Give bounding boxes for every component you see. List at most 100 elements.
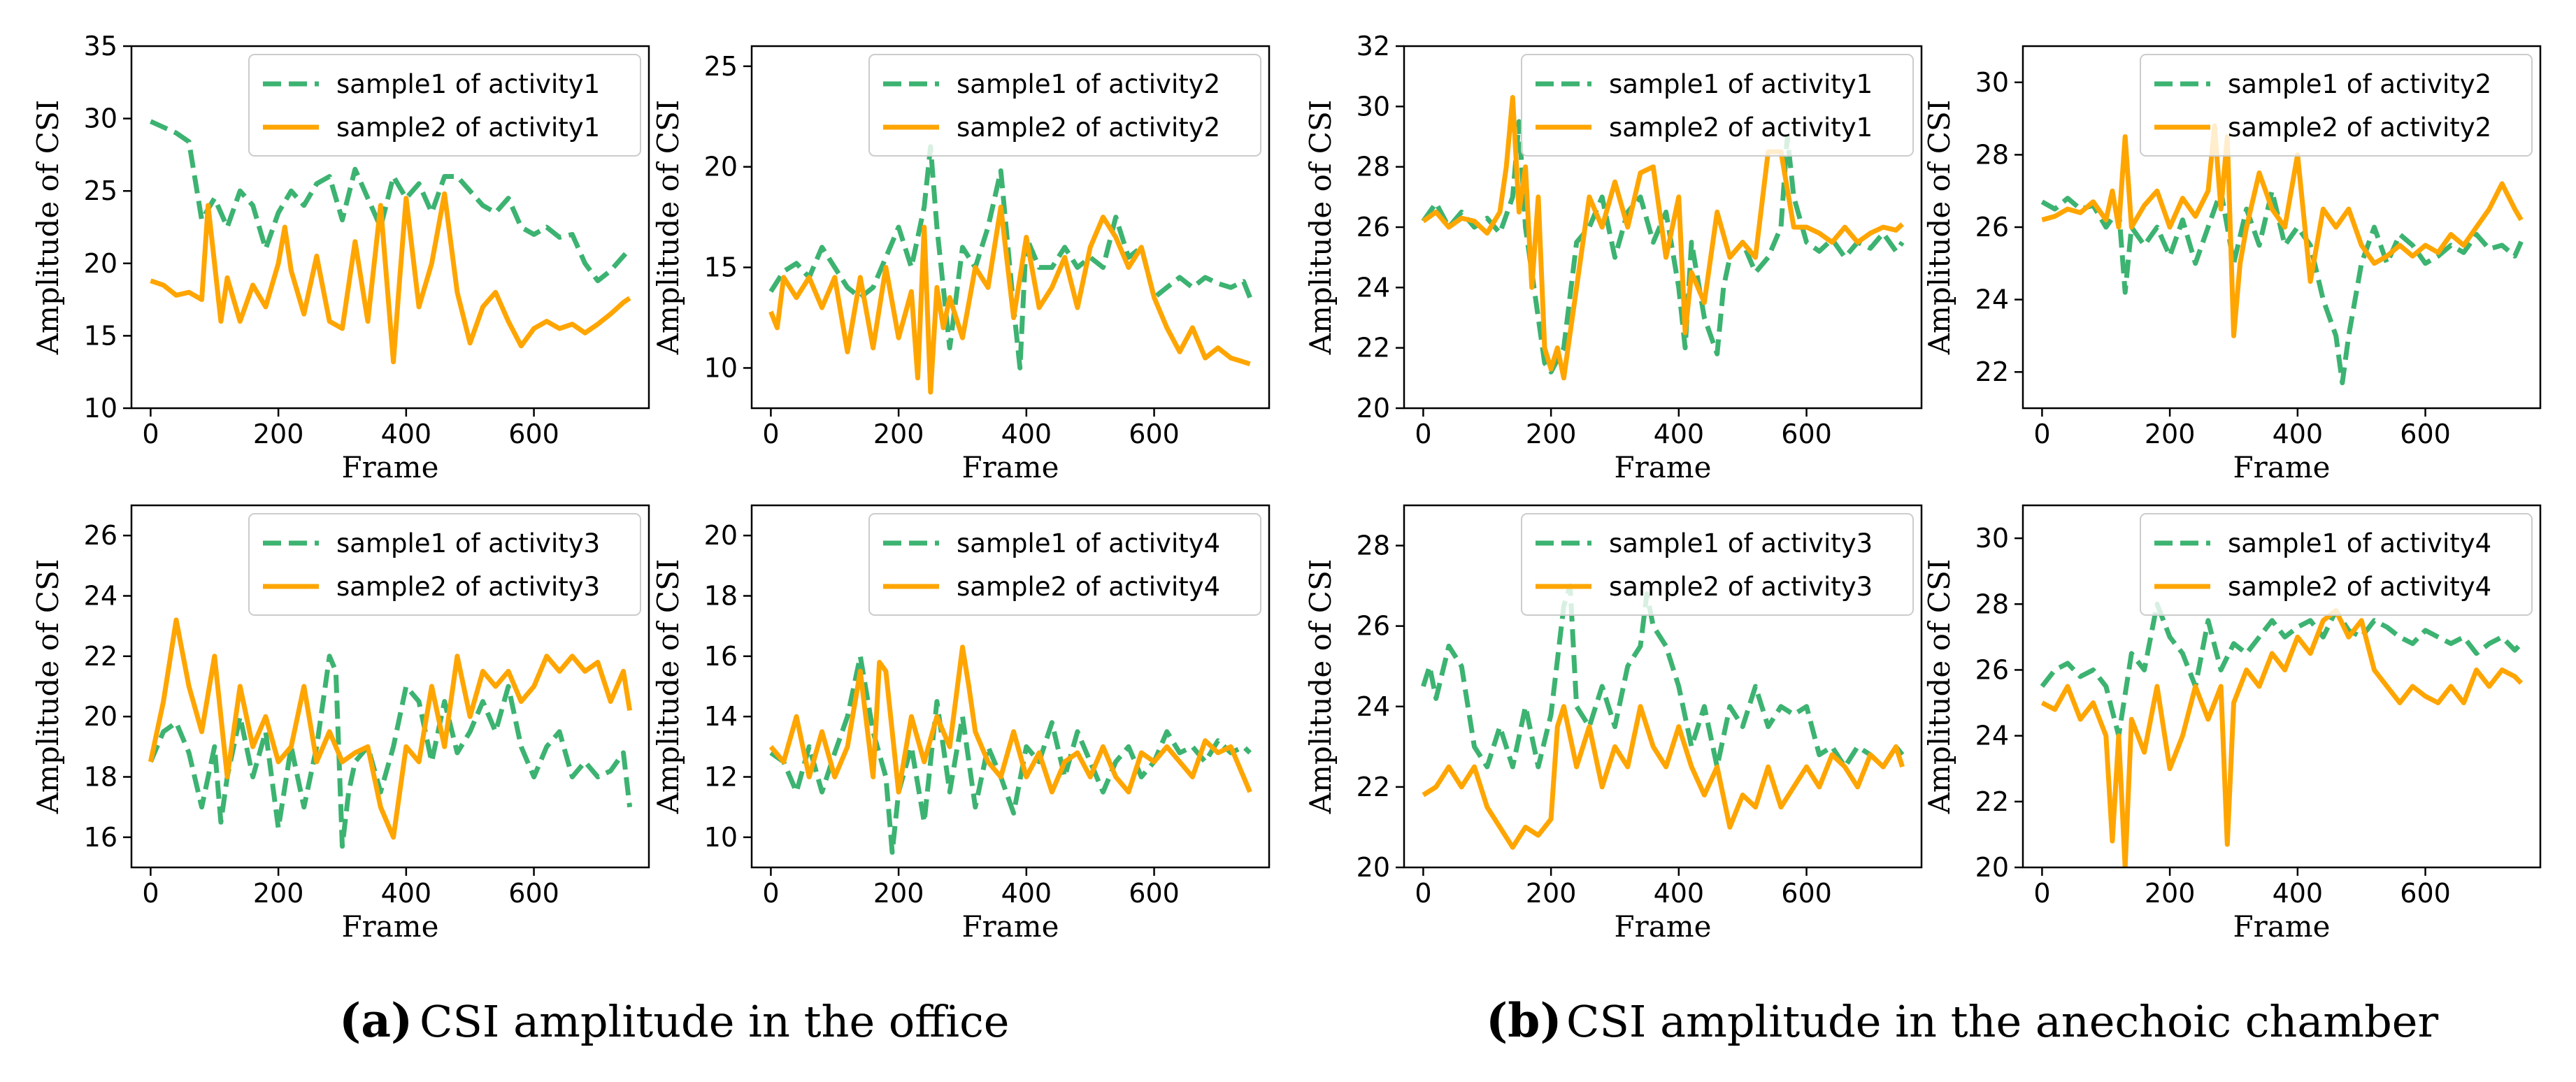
x-axis-label: Frame xyxy=(342,909,439,944)
chart-panel-7: 0 200 400 600 20 22 24 26 28 Frame Amplitude of CS… xyxy=(1303,504,1923,944)
legend-label-1: sample1 of activity2 xyxy=(957,69,1220,99)
x-tick-label: 0 xyxy=(762,878,779,909)
caption-b-letter: (b) xyxy=(1486,993,1562,1048)
y-tick-label: 20 xyxy=(1357,852,1390,883)
legend-label-2: sample2 of activity1 xyxy=(1609,113,1873,143)
y-axis-label: Amplitude of CSI xyxy=(31,559,65,815)
x-tick-label: 600 xyxy=(508,419,559,449)
y-tick-label: 32 xyxy=(1357,31,1390,62)
x-tick-label: 400 xyxy=(1654,878,1705,909)
x-tick-label: 200 xyxy=(873,419,924,449)
chart-panel-6: 0 200 400 600 10 12 14 16 18 20 Frame Amplitude of … xyxy=(651,504,1271,944)
x-axis-label: Frame xyxy=(342,450,439,484)
y-tick-label: 35 xyxy=(84,31,117,62)
y-tick-label: 22 xyxy=(1975,786,2009,817)
chart-panel-8: 0 200 400 600 20 22 24 26 28 30 Frame Amplitude of … xyxy=(1922,504,2542,944)
y-tick-label: 22 xyxy=(1975,356,2009,387)
plot-frame xyxy=(130,504,650,869)
series-line-1 xyxy=(149,119,632,284)
y-tick-label: 16 xyxy=(704,641,738,672)
y-tick-label: 24 xyxy=(1357,272,1390,303)
x-tick-label: 0 xyxy=(2033,878,2050,909)
x-tick-label: 200 xyxy=(1526,878,1577,909)
legend-label-2: sample2 of activity2 xyxy=(2228,113,2491,143)
y-tick-label: 22 xyxy=(1357,772,1390,802)
y-tick-label: 10 xyxy=(704,822,738,853)
y-tick-label: 18 xyxy=(84,762,117,793)
legend: sample1 of activity3 sample2 of activity3 xyxy=(1521,513,1914,616)
series-line-1 xyxy=(1421,119,1905,375)
x-tick-label: 600 xyxy=(1781,878,1832,909)
legend-box xyxy=(868,54,1261,157)
y-axis-label: Amplitude of CSI xyxy=(31,100,65,356)
x-axis-label: Frame xyxy=(2233,450,2331,484)
y-tick-label: 20 xyxy=(704,520,738,551)
legend-box xyxy=(2140,54,2533,157)
y-axis-label: Amplitude of CSI xyxy=(1922,559,1956,815)
x-tick-label: 600 xyxy=(1781,419,1832,449)
legend-label-1: sample1 of activity4 xyxy=(957,528,1220,558)
legend: sample1 of activity3 sample2 of activity3 xyxy=(248,513,641,616)
caption-a-text: CSI amplitude in the office xyxy=(420,996,1009,1047)
legend: sample1 of activity1 sample2 of activity1 xyxy=(248,54,641,157)
x-tick-label: 0 xyxy=(1415,878,1431,909)
chart-panel-3: 0 200 400 600 20 22 24 26 28 30 32 Frame Amplitude o… xyxy=(1303,31,1923,484)
legend-label-1: sample1 of activity2 xyxy=(2228,69,2491,99)
x-tick-label: 0 xyxy=(2033,419,2050,449)
y-tick-label: 28 xyxy=(1357,152,1390,182)
y-tick-label: 15 xyxy=(84,320,117,351)
y-tick-label: 26 xyxy=(1357,611,1390,642)
x-axis-label: Frame xyxy=(1615,909,1712,944)
series-line-2 xyxy=(148,617,633,840)
y-tick-label: 10 xyxy=(84,393,117,424)
legend-box xyxy=(1521,54,1914,157)
y-tick-label: 30 xyxy=(84,103,117,134)
legend-box xyxy=(248,513,641,616)
y-tick-label: 30 xyxy=(1357,91,1390,122)
legend-box xyxy=(2140,513,2533,616)
plot-frame xyxy=(1403,504,1923,869)
y-tick-label: 24 xyxy=(1357,691,1390,722)
legend-box xyxy=(1521,513,1914,616)
legend-label-2: sample2 of activity3 xyxy=(336,572,600,602)
plot-frame xyxy=(130,45,650,410)
x-tick-label: 200 xyxy=(253,878,304,909)
plot-frame xyxy=(750,504,1271,869)
caption-a-letter: (a) xyxy=(339,993,413,1048)
series-line-2 xyxy=(768,644,1252,795)
y-tick-label: 20 xyxy=(84,248,117,279)
x-tick-label: 400 xyxy=(381,419,432,449)
x-tick-label: 400 xyxy=(2273,419,2324,449)
y-tick-label: 26 xyxy=(1357,212,1390,243)
y-tick-label: 20 xyxy=(1357,393,1390,424)
legend: sample1 of activity1 sample2 of activity1 xyxy=(1521,54,1914,157)
legend-label-2: sample2 of activity3 xyxy=(1609,572,1873,602)
legend-label-1: sample1 of activity1 xyxy=(336,69,600,99)
legend-box xyxy=(248,54,641,157)
x-axis-label: Frame xyxy=(962,909,1059,944)
series-line-1 xyxy=(2040,601,2524,739)
y-tick-label: 26 xyxy=(84,520,117,551)
x-axis-label: Frame xyxy=(2233,909,2331,944)
y-tick-label: 15 xyxy=(704,252,738,283)
x-tick-label: 600 xyxy=(1129,878,1180,909)
plot-frame xyxy=(2022,504,2542,869)
x-tick-label: 200 xyxy=(1526,419,1577,449)
x-tick-label: 200 xyxy=(2145,878,2196,909)
y-tick-label: 20 xyxy=(704,152,738,182)
x-tick-label: 400 xyxy=(1001,419,1052,449)
y-tick-label: 22 xyxy=(84,641,117,672)
series-line-1 xyxy=(2040,188,2524,386)
x-tick-label: 200 xyxy=(873,878,924,909)
legend-label-1: sample1 of activity4 xyxy=(2228,528,2491,558)
y-tick-label: 25 xyxy=(704,51,738,82)
legend: sample1 of activity2 sample2 of activity2 xyxy=(2140,54,2533,157)
series-line-2 xyxy=(2041,123,2524,338)
legend-label-2: sample2 of activity4 xyxy=(2228,572,2491,602)
y-tick-label: 18 xyxy=(704,581,738,612)
y-axis-label: Amplitude of CSI xyxy=(651,100,685,356)
x-tick-label: 0 xyxy=(142,878,159,909)
y-tick-label: 24 xyxy=(1975,284,2009,315)
legend-label-2: sample2 of activity4 xyxy=(957,572,1220,602)
